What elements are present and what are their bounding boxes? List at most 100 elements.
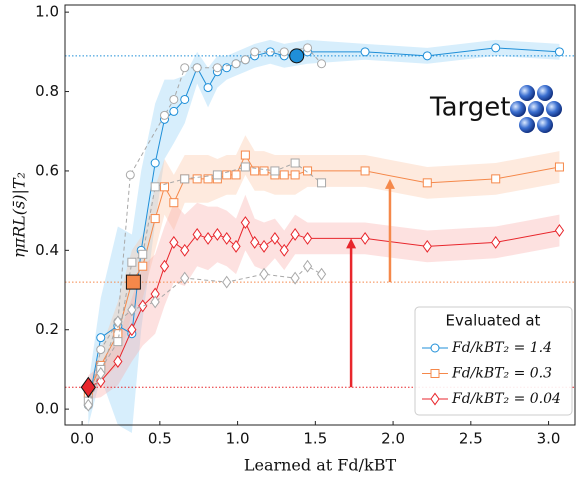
data-point [180, 94, 190, 104]
axes-frame [64, 4, 576, 426]
data-point [96, 366, 106, 380]
data-point [302, 259, 313, 273]
data-point [554, 162, 564, 172]
data-point [159, 259, 170, 273]
x-axis-label: Learned at Fd/kBT [244, 456, 397, 475]
data-point [113, 355, 123, 368]
data-point [259, 239, 269, 253]
y-tick-label: 0.0 [35, 400, 59, 418]
data-point [150, 182, 160, 192]
data-point [317, 178, 327, 188]
data-point [212, 227, 222, 241]
data-point [138, 261, 148, 271]
data-point [231, 170, 241, 180]
data-point [138, 299, 148, 313]
data-point [303, 166, 313, 176]
data-point [290, 271, 300, 285]
data-point [192, 227, 202, 241]
data-point [113, 315, 123, 329]
y-tick-label: 0.2 [35, 320, 59, 338]
data-point [160, 110, 170, 120]
data-point [169, 94, 179, 104]
x-tick-label: 3.0 [537, 430, 561, 448]
data-point [203, 83, 213, 93]
legend-label: Fd/kBT₂ = 0.3 [451, 366, 552, 382]
data-point [222, 275, 232, 289]
legend-label: Fd/kBT₂ = 0.04 [451, 391, 561, 407]
data-point [360, 47, 370, 57]
data-point [160, 182, 170, 192]
data-point [259, 166, 269, 176]
highlight-point [289, 48, 305, 64]
data-point [491, 43, 501, 53]
x-tick-label: 1.0 [226, 430, 250, 448]
data-point [317, 59, 327, 69]
data-point [180, 174, 190, 184]
data-point [491, 174, 501, 184]
data-point [169, 106, 179, 116]
data-point [231, 239, 241, 253]
data-point [96, 345, 106, 355]
data-point [192, 63, 202, 73]
data-point [240, 150, 250, 160]
data-point [96, 333, 106, 343]
data-point [212, 63, 222, 73]
annotation: Target: [429, 93, 519, 123]
data-point [279, 243, 289, 257]
data-point [240, 55, 250, 65]
y-axis-label: ηπRL(s̄)|T₂ [10, 172, 29, 258]
data-point [290, 158, 300, 168]
data-point [127, 303, 137, 317]
data-point [83, 398, 93, 412]
data-point [290, 227, 300, 241]
x-tick-label: 2.0 [381, 430, 405, 448]
y-tick-label: 0.6 [35, 161, 59, 179]
data-point [554, 47, 564, 57]
data-point [192, 174, 202, 184]
data-point [290, 170, 300, 180]
data-point [422, 178, 432, 188]
target-icon [510, 85, 562, 133]
data-point [125, 170, 135, 180]
data-point [180, 243, 190, 257]
x-tick-label: 1.5 [303, 430, 327, 448]
data-point [150, 158, 160, 168]
data-point [302, 231, 313, 245]
data-point [360, 166, 370, 176]
x-tick-label: 2.5 [459, 430, 483, 448]
data-point [150, 295, 160, 309]
y-tick-label: 1.0 [35, 3, 59, 21]
highlight-point [80, 376, 96, 398]
arrow-head [346, 238, 357, 249]
data-point [127, 323, 137, 337]
data-point [113, 337, 123, 347]
legend-box [414, 306, 573, 416]
data-point [180, 271, 190, 285]
data-point [360, 231, 370, 245]
data-point [279, 47, 289, 57]
legend: Evaluated at Fd/kBT₂ = 1.4 Fd/kBT₂ = 0.3 F… [414, 306, 573, 416]
legend-marker [430, 343, 440, 353]
data-point [422, 51, 432, 61]
data-point [240, 162, 250, 172]
data-point [554, 224, 565, 237]
data-point [169, 235, 179, 249]
data-point [222, 231, 232, 245]
data-point [316, 267, 327, 281]
data-point [259, 267, 269, 281]
data-point [270, 231, 280, 245]
data-point [203, 174, 213, 184]
y-tick-label: 0.8 [35, 82, 59, 100]
data-point [169, 198, 179, 208]
data-point [250, 166, 260, 176]
data-point [212, 170, 222, 180]
data-point [203, 231, 213, 245]
data-point [250, 235, 260, 249]
data-point [303, 43, 313, 53]
y-tick-label: 0.4 [35, 241, 59, 259]
data-point [422, 239, 432, 253]
data-point [150, 214, 160, 224]
x-tick-label: 0.5 [148, 430, 172, 448]
x-tick-label: 0.0 [70, 430, 94, 448]
